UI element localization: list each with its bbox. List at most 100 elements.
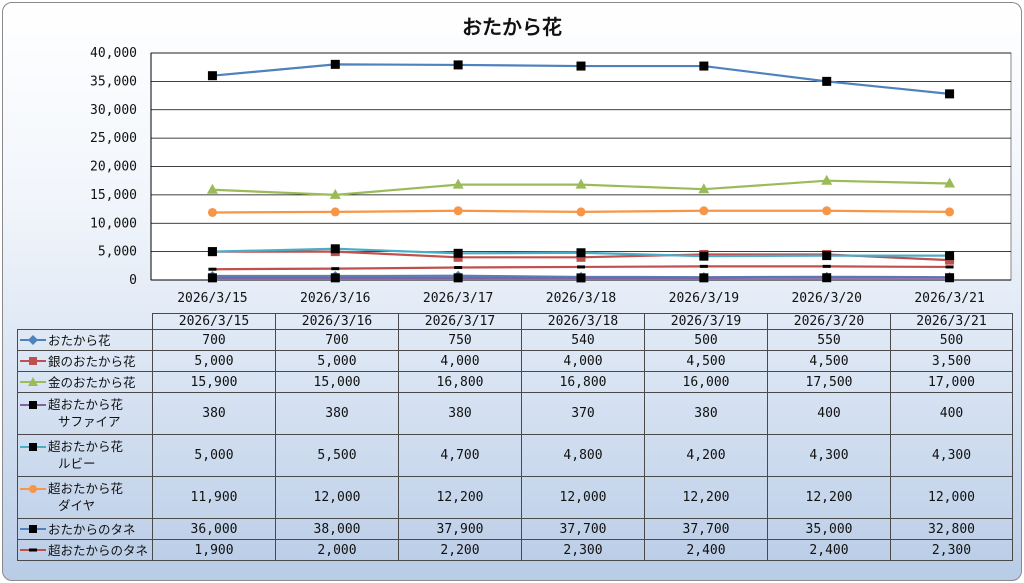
series-name: 超おたから花: [48, 481, 124, 496]
data-label: 500: [890, 329, 1013, 351]
data-point-4-3: [576, 248, 586, 258]
y-tick-label: 20,000: [90, 160, 137, 175]
data-label: 37,700: [521, 518, 645, 540]
data-label: 2,300: [521, 539, 645, 561]
data-label: 500: [644, 329, 768, 351]
table-row: 超おたから花 ダイヤ 11,900 12,000 12,200 12,000 12,200 1…: [17, 476, 1013, 519]
data-label: 17,500: [767, 371, 891, 393]
table-date-header: 2026/3/18: [521, 313, 645, 330]
data-label: 5,000: [152, 434, 276, 477]
data-point-2-3: [575, 178, 587, 189]
data-label: 2,200: [398, 539, 522, 561]
data-point-1-6: [945, 255, 955, 265]
series-name: 超おたから花: [48, 439, 124, 454]
data-point-6-2: [453, 60, 463, 70]
legend-key-icon: [20, 484, 46, 493]
data-point-5-5: [822, 206, 832, 216]
legend-key: [20, 523, 46, 535]
data-label: 16,800: [398, 371, 522, 393]
data-label: 37,900: [398, 518, 522, 540]
data-label: 12,000: [521, 476, 645, 519]
x-tick-label: 2026/3/19: [669, 291, 739, 303]
data-label: 5,000: [152, 350, 276, 372]
legend-key: [20, 376, 46, 388]
x-tick-label: 2026/3/20: [791, 291, 861, 303]
legend-key-icon: [20, 400, 46, 409]
y-tick-label: 0: [129, 273, 137, 288]
legend-key-icon: [20, 357, 46, 365]
table-row: 超おたから花 サファイア 380 380 380 370 380 400 400: [17, 392, 1013, 435]
data-point-2-5: [821, 174, 833, 185]
data-label: 17,000: [890, 371, 1013, 393]
legend-key-icon: [20, 335, 46, 345]
data-label: 4,800: [521, 434, 645, 477]
data-label: 12,200: [767, 476, 891, 519]
data-label: 35,000: [767, 518, 891, 540]
legend-entry: 超おたから花 ルビー: [17, 434, 153, 477]
y-tick-label: 15,000: [90, 188, 137, 203]
data-label: 2,400: [767, 539, 891, 561]
data-label: 550: [767, 329, 891, 351]
data-point-3-3: [576, 273, 586, 283]
data-point-2-4: [698, 183, 710, 194]
x-tick-label: 2026/3/15: [177, 291, 247, 303]
data-label: 37,700: [644, 518, 768, 540]
data-label: 4,300: [890, 434, 1013, 477]
y-tick-label: 30,000: [90, 103, 137, 118]
legend-key-icon: [20, 525, 46, 533]
data-label: 750: [398, 329, 522, 351]
data-point-7-0: [208, 267, 217, 271]
data-label: 4,500: [767, 350, 891, 372]
legend-key: [20, 399, 46, 411]
data-label: 12,000: [275, 476, 399, 519]
data-point-3-6: [945, 273, 955, 283]
data-point-2-0: [206, 183, 218, 194]
data-point-5-3: [576, 207, 586, 217]
data-label: 5,000: [275, 350, 399, 372]
data-label: 12,000: [890, 476, 1013, 519]
data-point-6-5: [822, 76, 832, 86]
data-point-6-3: [576, 61, 586, 71]
legend-key: [20, 483, 46, 495]
data-point-6-0: [207, 71, 217, 81]
data-label: 380: [644, 392, 768, 435]
data-point-3-5: [822, 273, 832, 283]
legend-entry: 銀のおたから花: [17, 350, 153, 372]
data-label: 380: [275, 392, 399, 435]
data-point-2-6: [944, 177, 956, 188]
legend-key: [20, 334, 46, 346]
series-name: 超おたからのタネ: [48, 542, 149, 558]
data-label: 32,800: [890, 518, 1013, 540]
data-point-4-1: [330, 244, 340, 254]
table-date-header: 2026/3/19: [644, 313, 768, 330]
y-tick-label: 10,000: [90, 216, 137, 231]
table-header-row: 2026/3/15 2026/3/16 2026/3/17 2026/3/18 2026…: [17, 313, 1013, 330]
data-point-5-0: [207, 207, 217, 217]
data-point-3-0: [207, 273, 217, 283]
data-point-6-4: [699, 61, 709, 71]
data-point-5-4: [699, 206, 709, 216]
table-row: 超おたからのタネ 1,900 2,000 2,200 2,300 2,400 2,400 2,…: [17, 539, 1013, 561]
data-label: 38,000: [275, 518, 399, 540]
line-chart: 0 5,000 10,000 15,000 20,000 25,000 30,000 35,0…: [90, 46, 1012, 303]
table-row: 超おたから花 ルビー 5,000 5,500 4,700 4,800 4,200 4,300 4…: [17, 434, 1013, 477]
data-label: 11,900: [152, 476, 276, 519]
data-label: 370: [521, 392, 645, 435]
data-point-2-1: [329, 188, 341, 199]
data-point-5-2: [453, 206, 463, 216]
x-tick-label: 2026/3/21: [914, 291, 984, 303]
legend-key-icon: [20, 548, 46, 552]
data-label: 5,500: [275, 434, 399, 477]
data-point-7-4: [699, 264, 708, 268]
table-date-header: 2026/3/15: [152, 313, 276, 330]
data-label: 16,000: [644, 371, 768, 393]
x-tick-label: 2026/3/17: [423, 291, 493, 303]
series-name-line2: サファイア: [58, 414, 121, 429]
data-point-7-5: [822, 264, 831, 268]
data-label: 16,800: [521, 371, 645, 393]
data-point-3-4: [699, 273, 709, 283]
table-row: 銀のおたから花 5,000 5,000 4,000 4,000 4,500 4,500 3,5…: [17, 350, 1013, 372]
table-corner: [17, 313, 153, 330]
data-label: 15,000: [275, 371, 399, 393]
